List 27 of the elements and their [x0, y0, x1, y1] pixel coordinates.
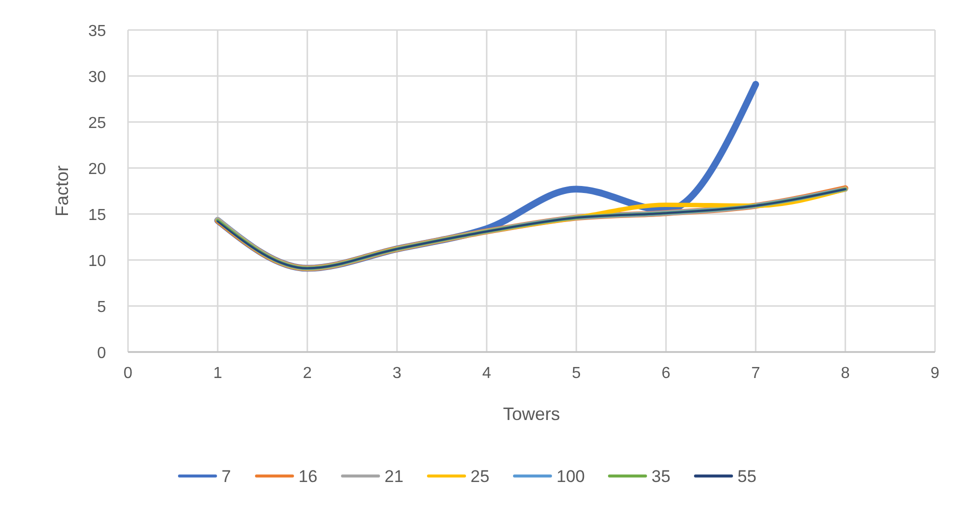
x-tick-label: 1 [213, 365, 222, 382]
legend-label: 16 [298, 467, 318, 486]
x-tick-label: 8 [840, 365, 850, 382]
y-tick-label: 35 [88, 23, 106, 40]
x-tick-label: 9 [930, 365, 940, 382]
y-tick-label: 0 [97, 345, 106, 362]
legend-label: 25 [470, 467, 490, 486]
x-tick-label: 4 [482, 365, 492, 382]
y-tick-label: 30 [88, 69, 106, 86]
y-tick-label: 15 [88, 207, 106, 224]
y-tick-label: 5 [97, 299, 106, 316]
legend-label: 55 [738, 467, 756, 486]
y-tick-label: 10 [88, 253, 106, 270]
x-tick-label: 3 [392, 365, 402, 382]
x-axis-title: Towers [502, 404, 560, 424]
x-tick-label: 7 [751, 365, 760, 382]
x-tick-label: 6 [662, 365, 671, 382]
legend-label: 100 [556, 467, 585, 486]
legend-label: 35 [652, 467, 670, 486]
y-tick-label: 25 [88, 115, 106, 132]
legend-label: 7 [222, 467, 231, 486]
x-tick-label: 2 [302, 365, 312, 382]
x-tick-label: 5 [572, 365, 581, 382]
x-tick-label: 0 [124, 365, 133, 382]
legend-label: 21 [384, 467, 404, 486]
y-axis-title: Factor [52, 165, 72, 217]
y-tick-label: 20 [88, 161, 106, 178]
